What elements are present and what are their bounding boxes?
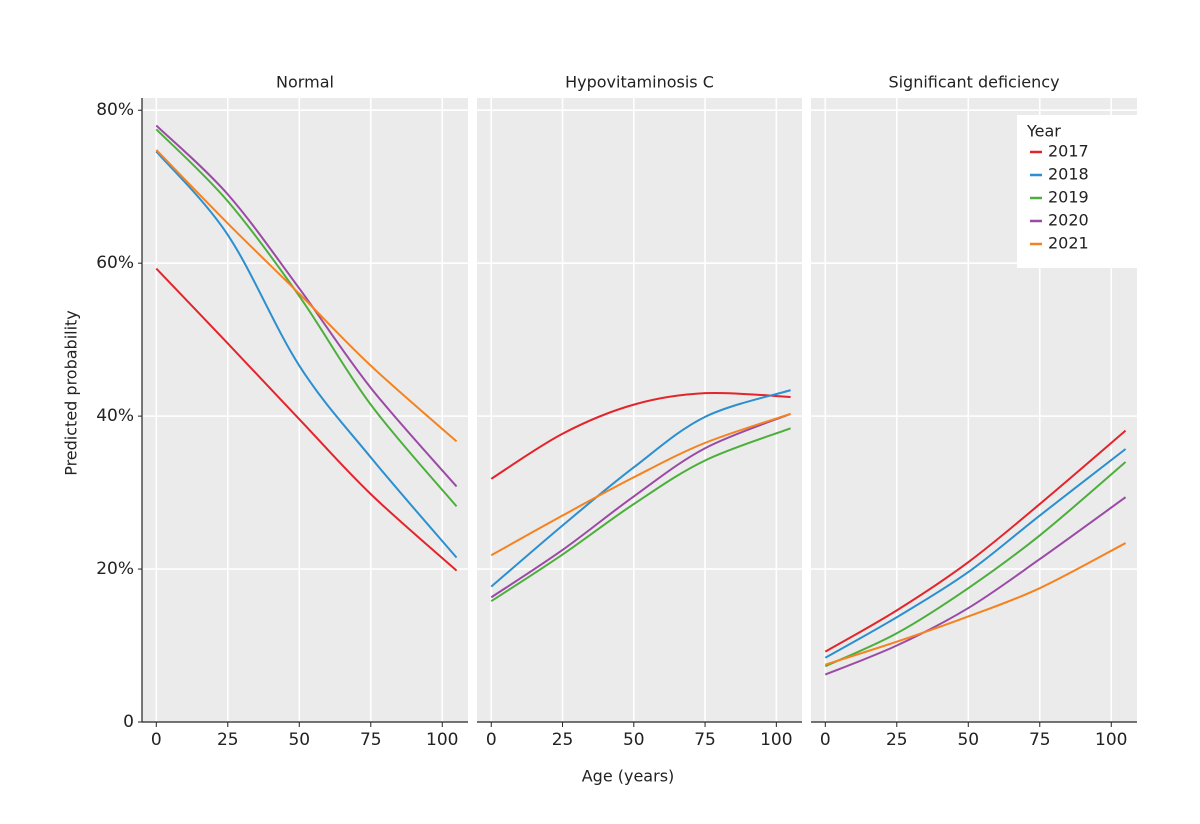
legend-title: Year [1026, 122, 1061, 141]
facet-title: Hypovitaminosis C [565, 73, 714, 92]
series-line [824, 461, 1127, 668]
legend-box [1017, 115, 1137, 268]
series-line [490, 412, 791, 557]
x-tick-label: 25 [217, 730, 239, 750]
series-line [490, 427, 791, 603]
y-tick-label: 20% [96, 559, 134, 579]
series-line [155, 128, 458, 507]
series-line [824, 496, 1127, 676]
facet-title: Significant deficiency [888, 73, 1059, 92]
x-tick-label: 0 [486, 730, 497, 750]
series-line [155, 267, 458, 572]
legend-label: 2017 [1048, 142, 1089, 161]
x-tick-label: 25 [886, 730, 908, 750]
series-line [824, 448, 1127, 659]
x-axis-label: Age (years) [582, 767, 675, 786]
x-tick-label: 75 [694, 730, 716, 750]
x-tick-label: 75 [360, 730, 382, 750]
series-line [490, 391, 791, 480]
y-tick-label: 80% [96, 100, 134, 120]
x-tick-label: 75 [1029, 730, 1051, 750]
panel-background [142, 98, 468, 722]
x-tick-label: 100 [426, 730, 458, 750]
facet-title: Normal [276, 73, 334, 92]
legend-label: 2019 [1048, 188, 1089, 207]
panel-background [477, 98, 802, 722]
x-tick-label: 50 [288, 730, 310, 750]
x-tick-label: 50 [623, 730, 645, 750]
series-line [155, 150, 458, 559]
series-line [824, 429, 1127, 653]
x-tick-label: 50 [957, 730, 979, 750]
y-tick-label: 60% [96, 253, 134, 273]
x-tick-label: 100 [760, 730, 792, 750]
x-tick-label: 0 [151, 730, 162, 750]
legend-label: 2020 [1048, 211, 1089, 230]
y-tick-label: 40% [96, 406, 134, 426]
series-line [824, 542, 1127, 666]
legend-label: 2021 [1048, 234, 1089, 253]
legend-label: 2018 [1048, 165, 1089, 184]
y-axis-label: Predicted probability [62, 310, 81, 476]
x-tick-label: 0 [820, 730, 831, 750]
series-line [490, 412, 791, 599]
x-tick-label: 100 [1095, 730, 1127, 750]
series-line [155, 149, 458, 443]
series-line [155, 124, 458, 488]
y-tick-label: 0 [123, 712, 134, 732]
series-line [490, 389, 791, 588]
x-tick-label: 25 [552, 730, 574, 750]
